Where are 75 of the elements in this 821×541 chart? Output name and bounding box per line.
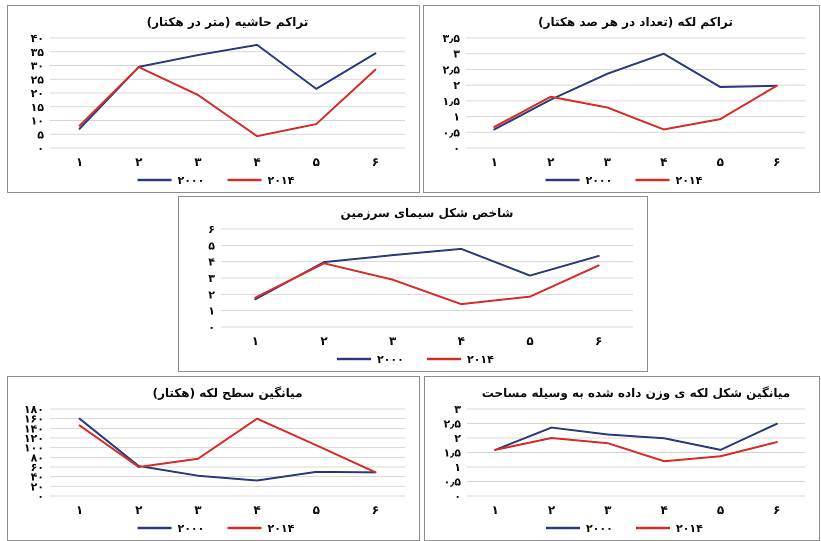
y-tick-label: ۰	[208, 321, 215, 334]
legend-label: ۲۰۱۴	[676, 174, 703, 187]
y-tick-label: ۲	[454, 432, 462, 445]
y-tick-label: ۳۵	[30, 46, 44, 59]
y-tick-label: ۱٫۵	[442, 94, 460, 108]
x-tick-label: ۲	[135, 155, 144, 169]
x-tick-label: ۶	[372, 155, 380, 169]
x-tick-label: ۵	[716, 503, 724, 517]
y-tick-label: ۳	[208, 272, 216, 285]
legend-label: ۲۰۰۰	[586, 174, 612, 187]
y-tick-label: ۱٫۵	[443, 446, 462, 460]
x-tick-label: ۲	[135, 503, 144, 517]
y-tick-label: ۲٫۵	[442, 63, 460, 76]
y-tick-label: ۰	[454, 490, 461, 503]
y-tick-label: ۲	[208, 288, 216, 302]
y-tick-label: ۰٫۵	[442, 126, 460, 140]
legend-label: ۲۰۱۴	[268, 174, 295, 187]
x-tick-label: ۲	[320, 334, 328, 348]
y-tick-label: ۰	[453, 142, 460, 155]
x-tick-label: ۴	[660, 503, 668, 517]
y-tick-label: ۳	[454, 403, 462, 416]
x-tick-label: ۶	[372, 503, 380, 517]
y-tick-label: ۳٫۵	[442, 32, 460, 45]
y-tick-label: ۲۵	[30, 73, 44, 86]
chart-title: میانگین شکل لکه ی وزن داده شده به وسیله مساحت	[482, 386, 790, 400]
x-tick-label: ۵	[312, 503, 320, 517]
x-tick-label: ۶	[773, 503, 780, 517]
chart-title: میانگین سطح لکه (هکتار)	[152, 386, 303, 400]
x-tick-label: ۴	[253, 503, 261, 517]
x-tick-label: ۱	[76, 155, 84, 169]
x-tick-label: ۳	[604, 155, 612, 169]
x-tick-label: ۴	[660, 155, 668, 169]
x-tick-label: ۴	[253, 155, 261, 169]
y-tick-label: ۵	[37, 128, 44, 142]
y-tick-label: ۱	[454, 461, 461, 474]
x-tick-label: ۵	[526, 334, 534, 348]
y-tick-label: ۱۰	[30, 114, 44, 128]
y-tick-label: ۴	[208, 256, 216, 269]
y-tick-label: ۲٫۵	[443, 418, 462, 430]
legend-label: ۲۰۰۰	[178, 522, 204, 535]
y-tick-label: ۲۰	[30, 87, 44, 100]
legend-label: ۲۰۰۰	[586, 522, 613, 535]
legend-label: ۲۰۱۴	[467, 353, 494, 366]
legend-label: ۲۰۱۴	[676, 522, 704, 535]
x-tick-label: ۳	[389, 334, 398, 348]
y-tick-label: ۰	[37, 142, 44, 155]
x-tick-label: ۱	[492, 503, 499, 517]
legend-label: ۲۰۰۰	[377, 353, 404, 366]
y-tick-label: ۰٫۵	[443, 476, 462, 488]
x-tick-label: ۳	[194, 503, 202, 517]
x-tick-label: ۳	[194, 155, 202, 169]
y-tick-label: ۳۰	[30, 60, 44, 72]
y-tick-label: ۴۰	[30, 32, 44, 45]
x-tick-label: ۵	[716, 155, 724, 169]
x-tick-label: ۱	[490, 155, 498, 169]
x-tick-label: ۶	[773, 155, 780, 169]
x-tick-label: ۳	[604, 503, 612, 517]
y-tick-label: ۶	[208, 223, 215, 236]
legend-label: ۲۰۱۴	[268, 522, 295, 535]
x-tick-label: ۱	[76, 503, 84, 517]
chart-title: تراکم حاشیه (متر در هکتار)	[146, 15, 308, 29]
legend-label: ۲۰۰۰	[178, 174, 204, 187]
y-tick-label: ۱۵	[30, 100, 44, 114]
y-tick-label: ۳	[453, 48, 460, 61]
y-tick-label: ۵	[208, 239, 216, 252]
x-tick-label: ۲	[548, 503, 556, 517]
x-tick-label: ۱	[252, 334, 259, 348]
y-tick-label: ۱	[208, 304, 215, 318]
x-tick-label: ۲	[547, 155, 556, 169]
x-tick-label: ۵	[312, 155, 320, 169]
y-tick-label: ۲	[453, 79, 460, 92]
chart-title: شاخص شکل سیمای سرزمین	[340, 206, 514, 220]
x-tick-label: ۶	[595, 334, 602, 348]
chart-title: تراکم لکه (تعداد در هر صد هکتار)	[538, 15, 733, 29]
y-tick-label: ۱	[453, 110, 460, 124]
